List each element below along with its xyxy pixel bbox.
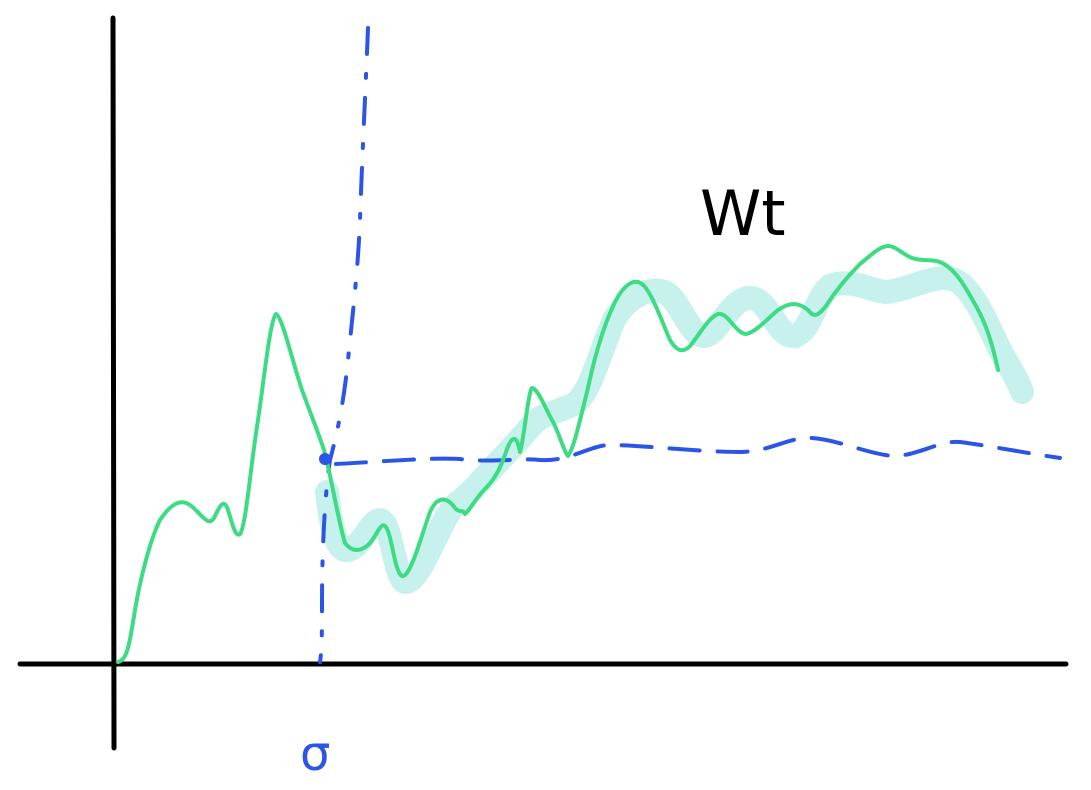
y-axis [110, 15, 117, 751]
dashed-reference-path [334, 435, 1062, 466]
brownian-path [116, 244, 1000, 664]
stopping-time-label: σ [300, 726, 330, 782]
process-label: Wt [700, 177, 786, 250]
stopping-point [319, 453, 331, 465]
shifted-path-band [315, 266, 1034, 594]
stopping-time-line [318, 26, 370, 664]
